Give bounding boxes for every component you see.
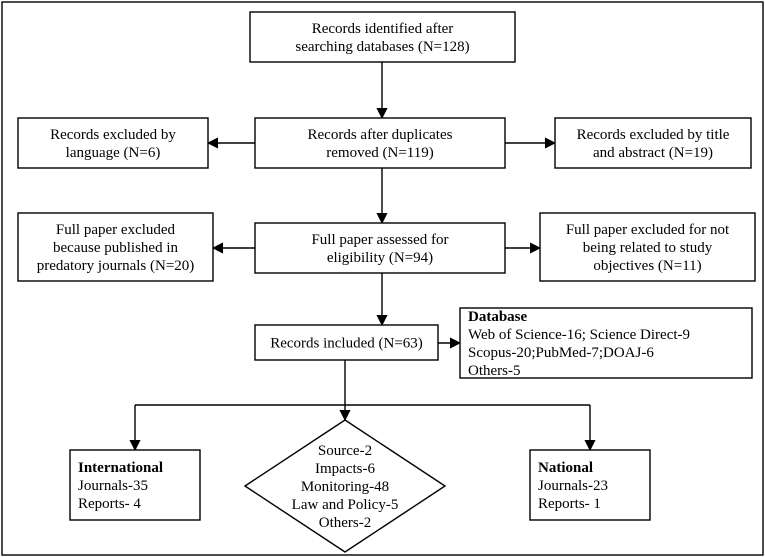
node-text-n8: Records included (N=63) xyxy=(270,336,423,352)
node-n4: Records excluded by titleand abstract (N… xyxy=(555,118,751,168)
node-n10: InternationalJournals-35Reports- 4 xyxy=(70,450,200,520)
node-n12: NationalJournals-23Reports- 1 xyxy=(530,450,650,520)
node-n3: Records excluded bylanguage (N=6) xyxy=(18,118,208,168)
node-n6: Full paper excludedbecause published inp… xyxy=(18,213,213,281)
node-n8: Records included (N=63) xyxy=(255,325,438,360)
node-text-n6: Full paper excludedbecause published inp… xyxy=(37,222,195,274)
node-n7: Full paper excluded for notbeing related… xyxy=(540,213,755,281)
node-n2: Records after duplicatesremoved (N=119) xyxy=(255,118,505,168)
node-n11: Source-2Impacts-6Monitoring-48Law and Po… xyxy=(245,420,445,552)
node-n5: Full paper assessed foreligibility (N=94… xyxy=(255,223,505,273)
node-n9: DatabaseWeb of Science-16; Science Direc… xyxy=(460,308,752,379)
node-n1: Records identified aftersearching databa… xyxy=(250,12,515,62)
